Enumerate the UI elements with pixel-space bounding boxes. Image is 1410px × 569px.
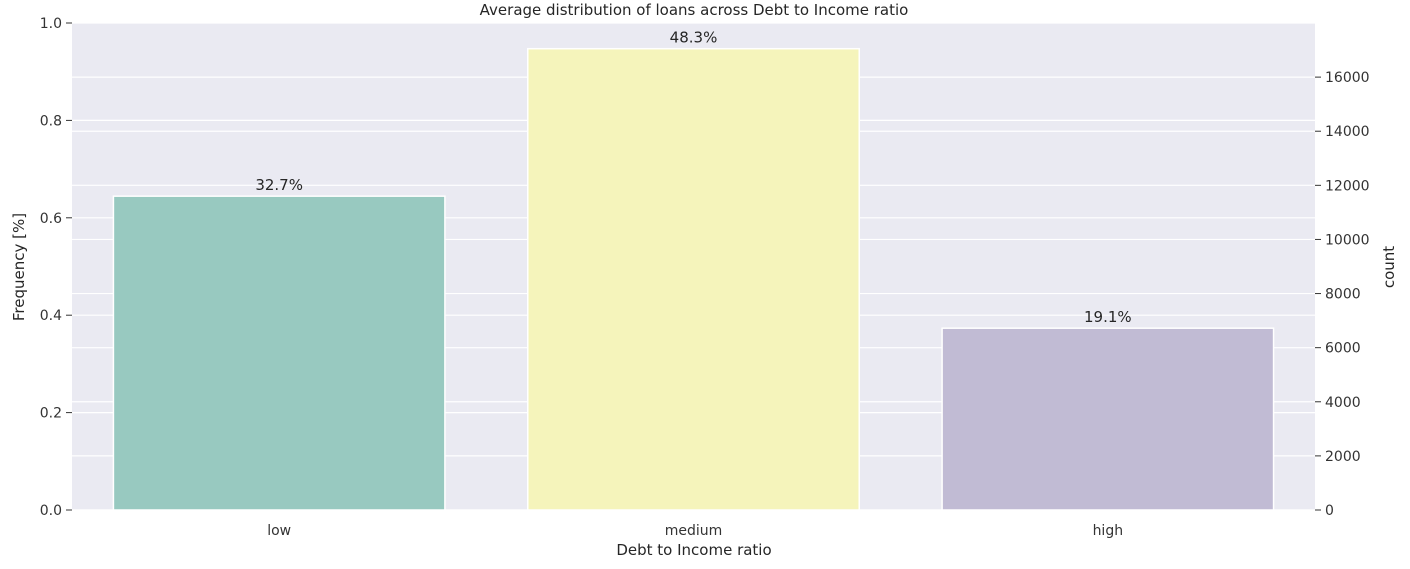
bars xyxy=(112,47,1275,511)
right-tick-label: 14000 xyxy=(1325,124,1370,140)
bar-labels: 32.7% 48.3% 19.1% xyxy=(255,29,1131,326)
x-axis-title: Debt to Income ratio xyxy=(616,541,771,559)
x-tick-label-high: high xyxy=(1093,523,1124,539)
left-tick-label: 0.6 xyxy=(40,211,62,227)
right-tick-label: 6000 xyxy=(1325,341,1361,357)
right-axis: 0 2000 4000 6000 8000 10000 12000 14000 16000 xyxy=(1315,70,1370,519)
x-axis: low medium high xyxy=(267,523,1123,539)
y2-axis-title: count xyxy=(1380,246,1398,288)
right-tick-label: 10000 xyxy=(1325,232,1370,248)
chart-title: Average distribution of loans across Deb… xyxy=(480,1,909,19)
y-axis-title: Frequency [%] xyxy=(10,213,28,321)
right-tick-label: 4000 xyxy=(1325,395,1361,411)
bar-value-label-low: 32.7% xyxy=(255,176,303,194)
left-tick-label: 0.2 xyxy=(40,406,62,422)
bar-value-label-high: 19.1% xyxy=(1084,308,1132,326)
left-tick-label: 1.0 xyxy=(40,16,62,32)
right-tick-label: 12000 xyxy=(1325,178,1370,194)
right-tick-label: 0 xyxy=(1325,503,1334,519)
left-tick-label: 0.8 xyxy=(40,113,62,129)
x-tick-label-low: low xyxy=(267,523,291,539)
x-tick-label-medium: medium xyxy=(665,523,723,539)
bar-medium xyxy=(527,47,860,511)
left-tick-label: 0.4 xyxy=(40,308,62,324)
bar-high xyxy=(941,327,1275,511)
right-tick-label: 2000 xyxy=(1325,449,1361,465)
left-tick-label: 0.0 xyxy=(40,503,62,519)
right-tick-label: 8000 xyxy=(1325,287,1361,303)
right-tick-label: 16000 xyxy=(1325,70,1370,86)
bar-low xyxy=(112,195,446,511)
left-axis: 0.0 0.2 0.4 0.6 0.8 1.0 xyxy=(40,16,72,519)
bar-value-label-medium: 48.3% xyxy=(670,29,718,47)
